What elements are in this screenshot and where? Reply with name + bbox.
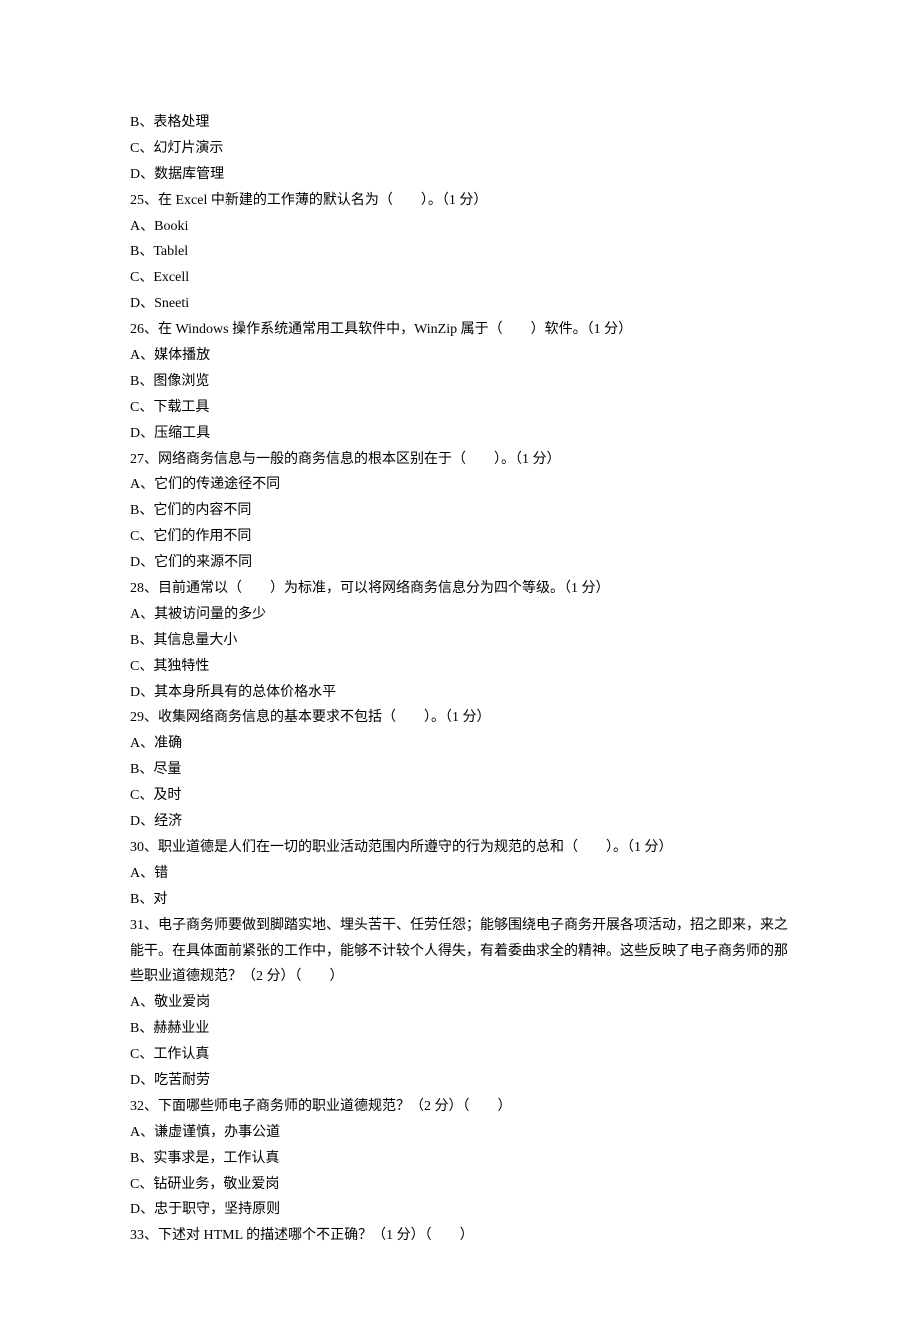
text-line: D、吃苦耐劳	[130, 1068, 790, 1094]
text-line: D、数据库管理	[130, 162, 790, 188]
text-line: A、Booki	[130, 214, 790, 240]
text-line: C、工作认真	[130, 1042, 790, 1068]
text-line: B、赫赫业业	[130, 1016, 790, 1042]
text-line: D、压缩工具	[130, 421, 790, 447]
text-line: C、及时	[130, 783, 790, 809]
text-line: 33、下述对 HTML 的描述哪个不正确？（1 分）（ ）	[130, 1223, 790, 1249]
text-line: 25、在 Excel 中新建的工作薄的默认名为（ ）。（1 分）	[130, 188, 790, 214]
text-line: D、它们的来源不同	[130, 550, 790, 576]
text-line: A、敬业爱岗	[130, 990, 790, 1016]
text-line: 31、电子商务师要做到脚踏实地、埋头苦干、任劳任怨；能够围绕电子商务开展各项活动…	[130, 913, 790, 991]
text-line: D、忠于职守，坚持原则	[130, 1197, 790, 1223]
document-content: B、表格处理 C、幻灯片演示 D、数据库管理 25、在 Excel 中新建的工作…	[130, 110, 790, 1249]
text-line: A、谦虚谨慎，办事公道	[130, 1120, 790, 1146]
text-line: B、其信息量大小	[130, 628, 790, 654]
text-line: B、尽量	[130, 757, 790, 783]
text-line: C、Excell	[130, 265, 790, 291]
text-line: 28、目前通常以（ ）为标准，可以将网络商务信息分为四个等级。（1 分）	[130, 576, 790, 602]
text-line: A、它们的传递途径不同	[130, 472, 790, 498]
text-line: 27、网络商务信息与一般的商务信息的根本区别在于（ ）。（1 分）	[130, 447, 790, 473]
text-line: A、准确	[130, 731, 790, 757]
text-line: D、其本身所具有的总体价格水平	[130, 680, 790, 706]
text-line: D、Sneeti	[130, 291, 790, 317]
text-line: B、对	[130, 887, 790, 913]
text-line: C、其独特性	[130, 654, 790, 680]
text-line: 26、在 Windows 操作系统通常用工具软件中，WinZip 属于（ ）软件…	[130, 317, 790, 343]
text-line: D、经济	[130, 809, 790, 835]
text-line: B、图像浏览	[130, 369, 790, 395]
text-line: B、Tablel	[130, 239, 790, 265]
text-line: A、媒体播放	[130, 343, 790, 369]
text-line: 32、下面哪些师电子商务师的职业道德规范？（2 分）（ ）	[130, 1094, 790, 1120]
text-line: A、其被访问量的多少	[130, 602, 790, 628]
text-line: C、下载工具	[130, 395, 790, 421]
text-line: C、它们的作用不同	[130, 524, 790, 550]
text-line: 29、收集网络商务信息的基本要求不包括（ ）。（1 分）	[130, 705, 790, 731]
text-line: A、错	[130, 861, 790, 887]
text-line: B、表格处理	[130, 110, 790, 136]
text-line: B、实事求是，工作认真	[130, 1146, 790, 1172]
text-line: C、幻灯片演示	[130, 136, 790, 162]
text-line: B、它们的内容不同	[130, 498, 790, 524]
text-line: 30、职业道德是人们在一切的职业活动范围内所遵守的行为规范的总和（ ）。（1 分…	[130, 835, 790, 861]
text-line: C、钻研业务，敬业爱岗	[130, 1172, 790, 1198]
